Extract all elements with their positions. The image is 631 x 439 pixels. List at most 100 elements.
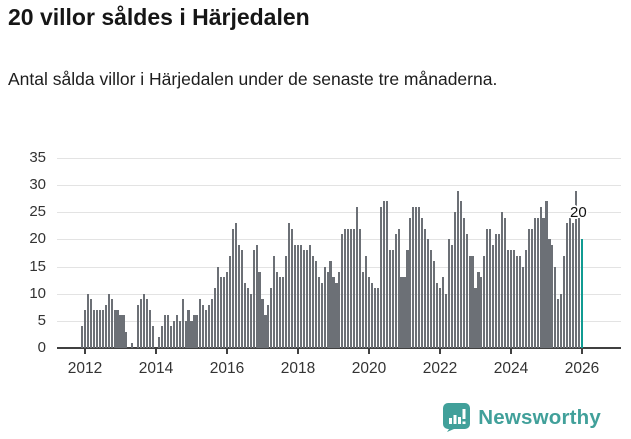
bar: [468, 255, 471, 348]
bar: [83, 310, 87, 348]
newsworthy-logo[interactable]: Newsworthy: [443, 403, 601, 432]
bar: [107, 293, 110, 348]
bar: [424, 228, 427, 348]
bar: [406, 250, 409, 348]
bar: [536, 217, 539, 348]
bar: [305, 250, 308, 348]
bar: [288, 223, 291, 348]
bar: [344, 228, 347, 348]
gridline: [57, 212, 621, 214]
bar: [438, 288, 442, 348]
bar: [430, 250, 433, 348]
bar: [98, 310, 101, 348]
bar: [293, 244, 297, 348]
bar: [385, 201, 388, 348]
bar: [252, 250, 255, 348]
bar: [131, 342, 134, 348]
y-axis-tick-label: 15: [29, 257, 46, 275]
bar: [548, 239, 551, 348]
bar: [575, 190, 578, 348]
bar: [181, 299, 184, 348]
bar: [222, 277, 226, 348]
bar: [231, 228, 234, 348]
bar: [359, 228, 362, 348]
bar: [234, 223, 237, 348]
bar: [459, 201, 462, 348]
x-axis-tick-label: 2018: [280, 360, 316, 377]
bar: [279, 277, 282, 348]
bar: [444, 293, 447, 348]
bar: [276, 272, 279, 348]
bar: [332, 277, 335, 348]
bar: [353, 228, 356, 348]
bar: [524, 250, 527, 348]
bar: [563, 255, 566, 348]
highlighted-last-bar: [580, 239, 584, 348]
bar: [533, 217, 536, 348]
bar: [175, 315, 178, 348]
bar: [258, 272, 261, 348]
bar: [356, 206, 359, 348]
bar: [237, 244, 240, 348]
newsworthy-bubble-chart-icon: [443, 403, 471, 432]
bar: [143, 293, 146, 348]
y-axis-tick-label: 10: [29, 284, 46, 302]
bar: [240, 250, 243, 348]
bar: [261, 299, 264, 348]
bar: [190, 320, 193, 348]
chart-subtitle: Antal sålda villor i Härjedalen under de…: [8, 69, 498, 89]
bar: [122, 315, 125, 348]
bar: [453, 212, 456, 348]
bar: [394, 234, 397, 348]
bar: [421, 217, 424, 348]
bar: [119, 315, 122, 348]
bar: [208, 304, 211, 348]
bar: [518, 255, 521, 348]
bar: [433, 261, 436, 348]
bar: [202, 304, 205, 348]
y-axis-tick-label: 20: [29, 230, 46, 248]
bar: [450, 244, 453, 348]
bar: [282, 277, 285, 348]
bar: [214, 288, 217, 348]
bar: [110, 299, 113, 348]
bar: [447, 239, 450, 348]
x-axis-tick: [154, 348, 157, 354]
bar: [441, 277, 445, 348]
bar: [95, 310, 98, 348]
bar: [299, 244, 303, 348]
x-axis-tick: [509, 348, 512, 354]
bar: [137, 304, 140, 348]
bar: [320, 282, 323, 348]
bar: [341, 234, 344, 348]
bar: [415, 206, 418, 348]
bar: [566, 223, 569, 348]
bar: [542, 217, 545, 348]
bar: [243, 282, 246, 348]
bar: [367, 277, 371, 348]
bar: [146, 299, 149, 348]
bar: [403, 277, 406, 348]
x-axis-tick: [438, 348, 441, 354]
bar: [545, 201, 548, 348]
bar: [225, 272, 229, 348]
bar: [486, 228, 489, 348]
bar: [314, 261, 317, 348]
bar: [329, 261, 332, 348]
x-axis-tick-label: 2012: [67, 360, 103, 377]
bar: [80, 326, 84, 348]
bar: [199, 299, 202, 348]
bar: [554, 266, 557, 348]
bar: [196, 315, 199, 348]
bar: [527, 228, 530, 348]
bar: [92, 310, 95, 348]
bar: [163, 315, 166, 348]
bar: [205, 310, 208, 348]
x-axis-line: [57, 347, 621, 349]
bar: [101, 310, 104, 348]
bar: [160, 326, 163, 348]
bar: [569, 217, 572, 348]
bar: [187, 310, 190, 348]
bar: [477, 272, 480, 348]
bar: [291, 228, 294, 348]
